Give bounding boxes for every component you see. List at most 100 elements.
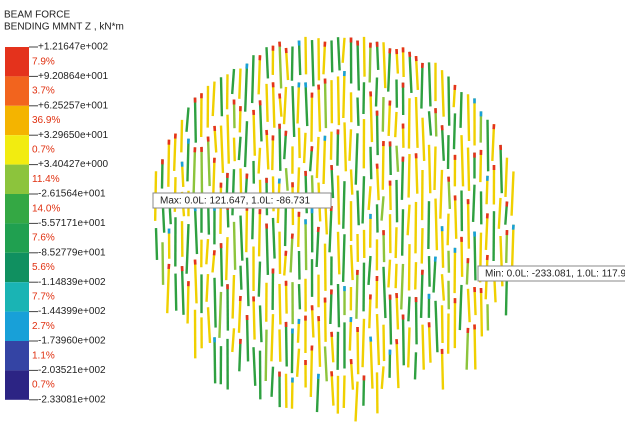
beam xyxy=(389,101,390,136)
max-callout: Max: 0.0L: 121.647, 1.0L: -86.731 xyxy=(153,193,331,208)
beam xyxy=(384,267,386,318)
legend-level: -2.03521e+002 xyxy=(38,365,106,376)
beam xyxy=(473,185,474,222)
beam xyxy=(213,82,215,116)
beam xyxy=(156,228,157,260)
legend-level: +6.25257e+001 xyxy=(38,100,109,111)
legend-band xyxy=(5,223,29,252)
beam xyxy=(280,42,282,89)
legend-percent: 7.9% xyxy=(32,56,55,67)
beam xyxy=(266,330,267,381)
beam xyxy=(454,113,455,149)
beam xyxy=(343,181,344,229)
beam xyxy=(358,41,359,91)
beam xyxy=(286,168,288,191)
beam xyxy=(377,314,379,365)
beam xyxy=(358,191,359,226)
legend-band xyxy=(5,312,29,341)
beam xyxy=(421,63,422,109)
beam xyxy=(325,79,326,129)
legend-level: -5.57171e+001 xyxy=(38,218,106,229)
beam xyxy=(429,62,430,106)
legend-band xyxy=(5,47,29,76)
beam xyxy=(384,42,386,88)
beam xyxy=(363,82,364,114)
beam xyxy=(383,141,384,190)
legend-band xyxy=(5,253,29,282)
beam xyxy=(187,108,189,132)
beam xyxy=(475,232,476,281)
beam xyxy=(402,209,403,255)
beam xyxy=(297,349,299,377)
beam xyxy=(271,314,273,361)
beam xyxy=(343,71,344,118)
beam xyxy=(442,125,444,161)
beam xyxy=(371,337,373,389)
beam xyxy=(219,292,221,338)
beam xyxy=(403,314,404,365)
legend-level: -8.52779e+001 xyxy=(38,247,106,258)
beam xyxy=(364,37,365,77)
beam xyxy=(280,284,281,325)
beam xyxy=(390,295,391,345)
beam xyxy=(338,175,339,224)
legend: +1.21647e+002+9.20864e+001+6.25257e+001+… xyxy=(5,42,109,406)
beam xyxy=(370,43,371,83)
beam xyxy=(423,118,425,161)
beam xyxy=(468,94,469,141)
beam xyxy=(306,82,308,126)
beam xyxy=(317,137,319,178)
beam xyxy=(292,46,293,80)
beam xyxy=(338,76,339,125)
beam xyxy=(455,195,456,238)
beam xyxy=(228,115,229,164)
beam xyxy=(416,153,417,193)
legend-percent: 36.9% xyxy=(32,115,60,126)
beam xyxy=(280,232,281,274)
viewport: BEAM FORCE BENDING MMNT Z , kN*m +1.2164… xyxy=(0,0,625,444)
beam xyxy=(384,325,385,361)
legend-percent: 0.7% xyxy=(32,380,55,391)
beam xyxy=(247,315,248,361)
beam xyxy=(434,257,436,293)
beam xyxy=(293,86,295,137)
beam xyxy=(415,262,416,289)
beam xyxy=(423,325,424,370)
beam xyxy=(187,224,189,274)
legend-percent: 2.7% xyxy=(32,321,55,332)
beam xyxy=(182,266,184,315)
beam xyxy=(245,64,247,112)
beam xyxy=(429,256,430,287)
beam xyxy=(317,374,318,412)
beam xyxy=(395,112,396,137)
beam xyxy=(388,48,390,91)
beam xyxy=(486,213,488,250)
beam-model xyxy=(155,37,513,422)
beam xyxy=(410,52,412,93)
beam xyxy=(475,324,476,369)
beam xyxy=(215,278,216,328)
beam xyxy=(343,234,344,282)
beam xyxy=(448,214,449,246)
legend-band xyxy=(5,76,29,105)
beam xyxy=(299,284,300,309)
beam xyxy=(292,328,293,373)
legend-band xyxy=(5,165,29,194)
beam xyxy=(338,232,339,275)
legend-level: +3.29650e+001 xyxy=(38,130,109,141)
beam xyxy=(187,139,188,182)
beam xyxy=(234,222,235,270)
beam xyxy=(312,40,313,86)
legend-band xyxy=(5,370,29,399)
beam xyxy=(284,87,286,124)
beam xyxy=(221,243,222,286)
beam xyxy=(176,274,177,311)
beam xyxy=(195,260,197,304)
beam xyxy=(254,347,256,386)
beam xyxy=(239,69,240,99)
beam xyxy=(254,296,255,339)
beam xyxy=(246,206,247,252)
beam xyxy=(254,110,255,156)
beam xyxy=(260,305,261,342)
beam xyxy=(325,298,326,342)
